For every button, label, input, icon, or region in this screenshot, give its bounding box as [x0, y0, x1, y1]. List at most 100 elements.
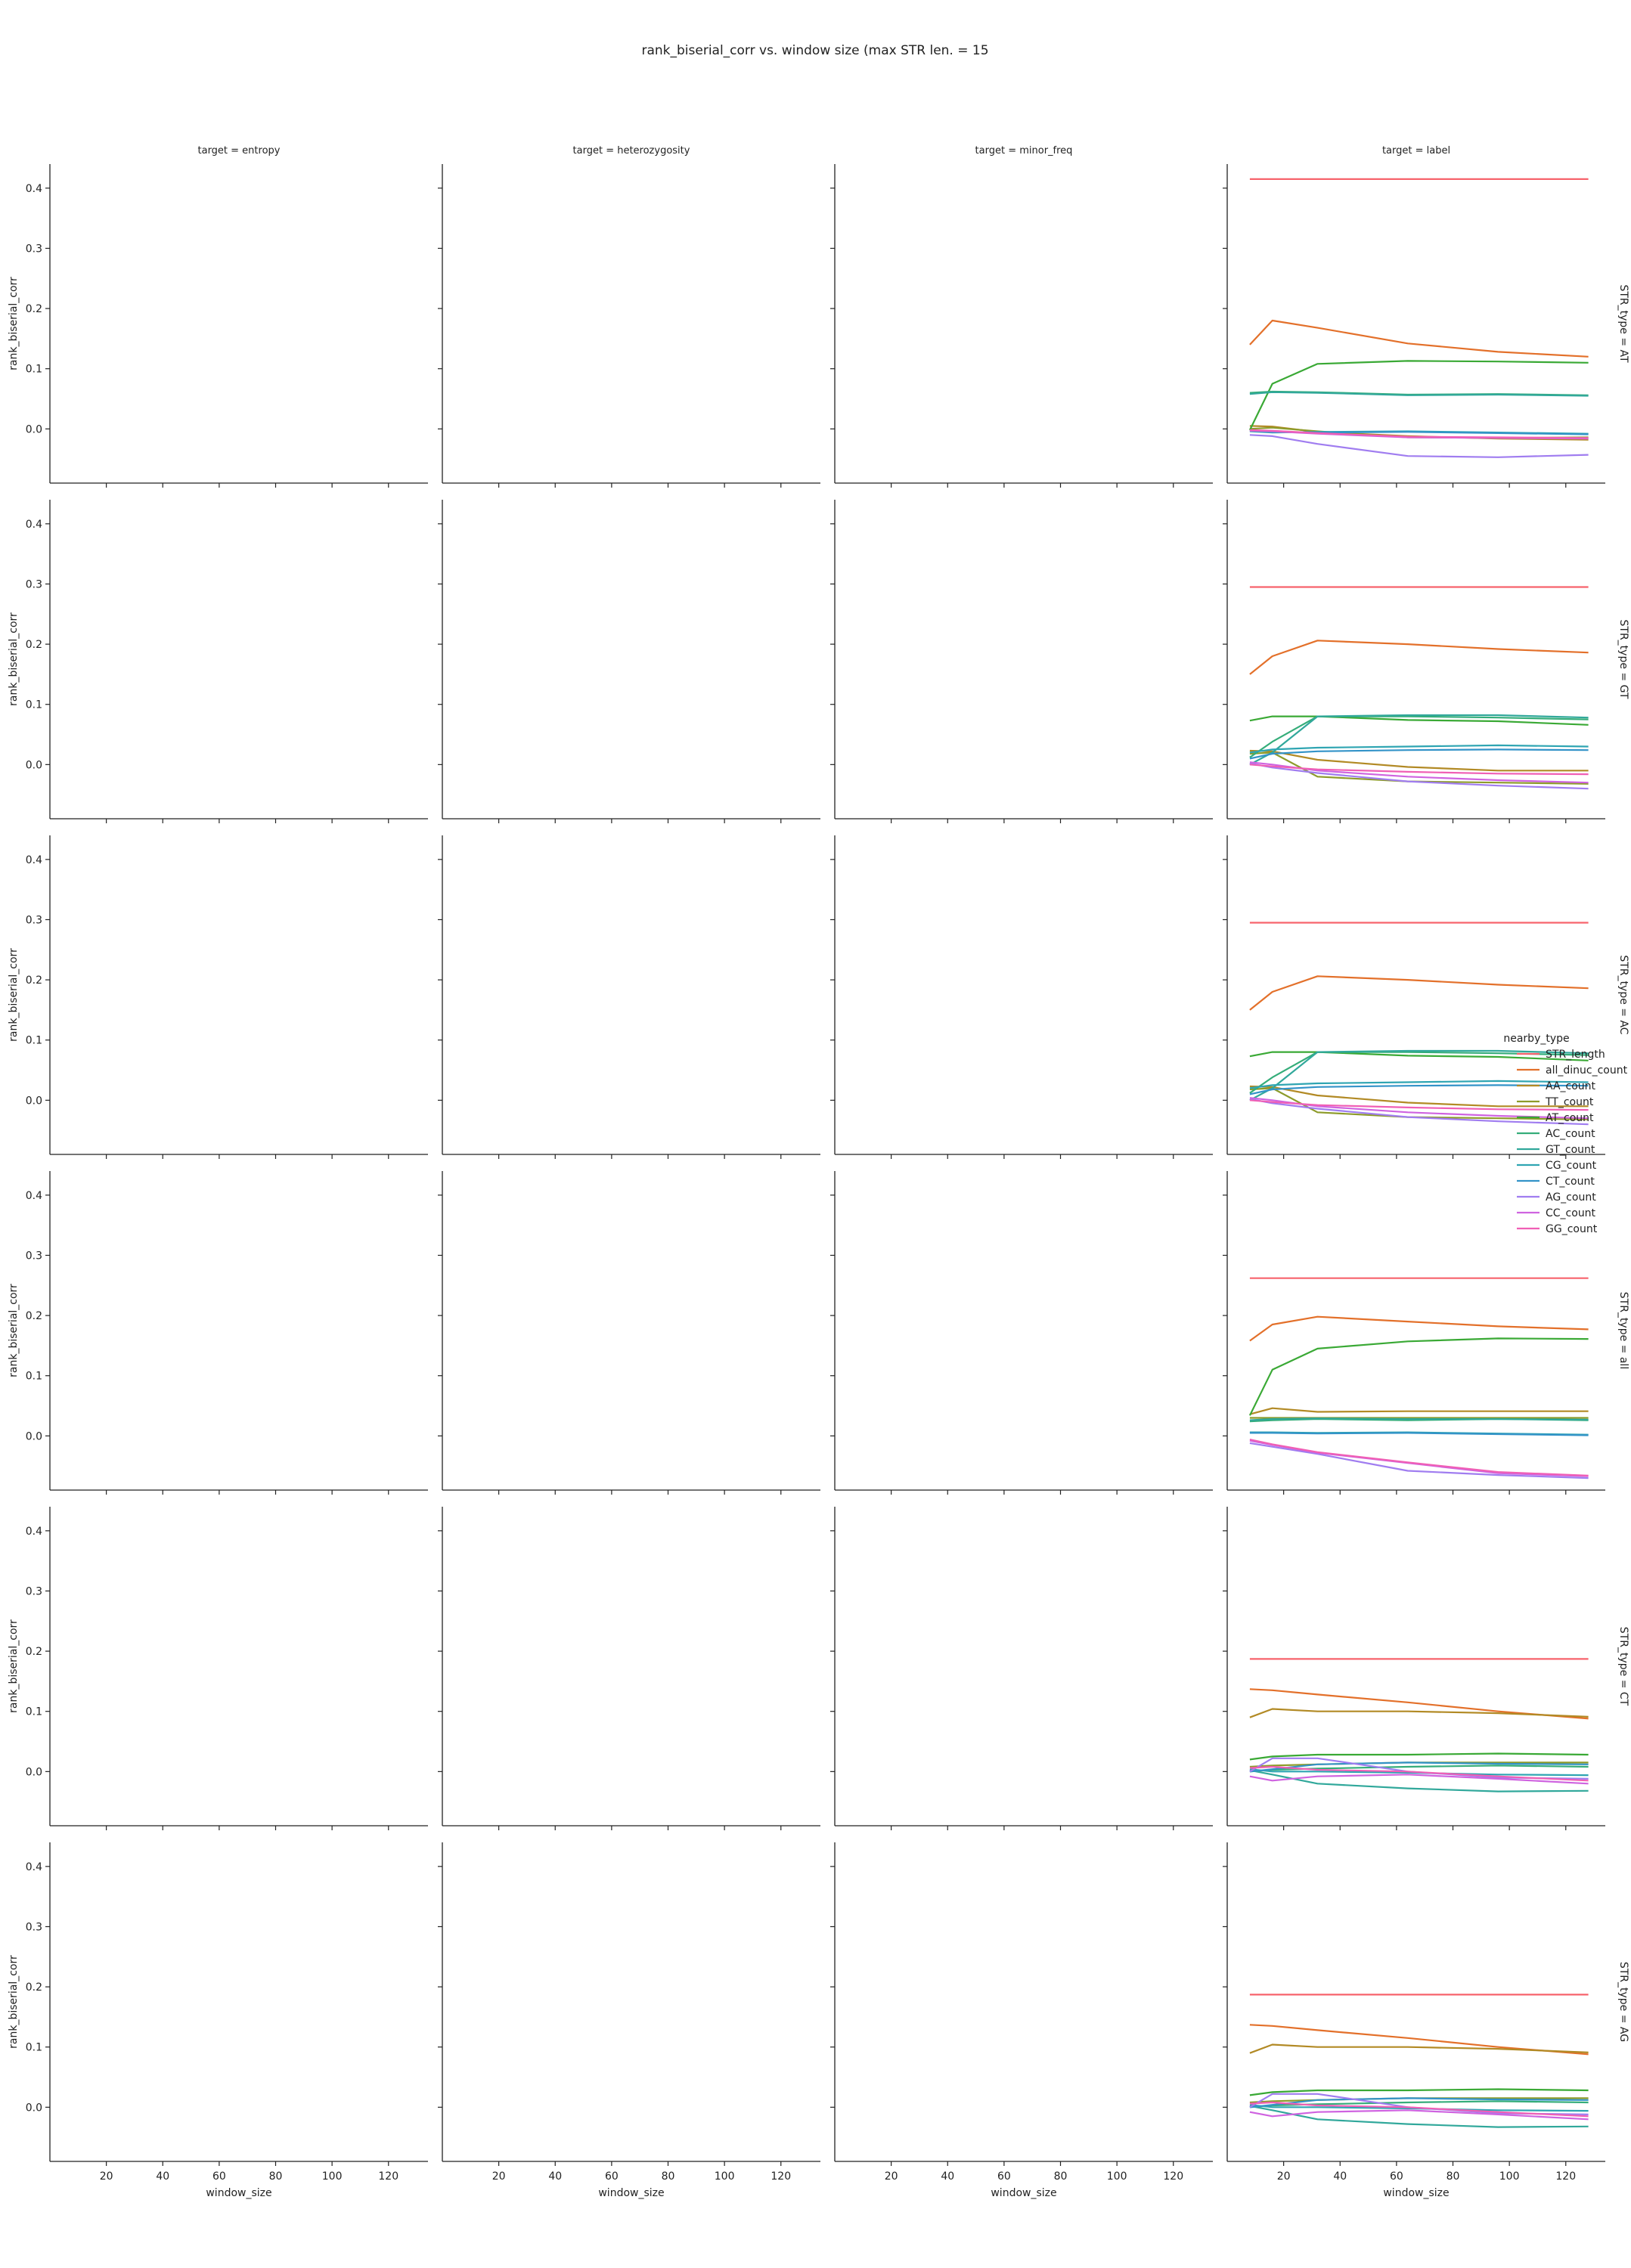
y-tick-label: 0.4: [26, 183, 42, 195]
series-line-at-count: [1249, 715, 1589, 726]
y-axis-label: rank_biserial_corr: [8, 948, 20, 1042]
y-tick-label: 0.1: [26, 699, 42, 711]
series-line-all-dinuc-count: [1249, 640, 1589, 675]
series-line-ct-count: [1249, 1084, 1589, 1095]
y-tick-label: 0.2: [26, 303, 42, 315]
facet-panel: 0.0 0.1 0.2 0.3 0.4 rank_biserial_corr: [8, 500, 428, 823]
x-axis-label: window_size: [991, 2187, 1056, 2199]
facet-panels: 0.0 0.1 0.2 0.3 0.4 target = entropy rank_bise…: [8, 145, 1629, 2199]
series-line-ct-count: [1249, 2097, 1589, 2108]
legend-entry-label: CT_count: [1546, 1176, 1595, 1188]
legend-entry-label: GG_count: [1546, 1223, 1598, 1235]
x-tick-label: 80: [1447, 2170, 1460, 2183]
y-tick-label: 0.0: [26, 1095, 42, 1107]
y-tick-label: 0.1: [26, 2042, 42, 2054]
x-tick-label: 60: [1390, 2170, 1403, 2183]
series-line-gg-count: [1249, 2101, 1589, 2118]
y-tick-label: 0.3: [26, 243, 42, 255]
x-tick-label: 60: [212, 2170, 226, 2183]
facet-panel: [438, 1507, 820, 1830]
series-line-gg-count: [1249, 1439, 1589, 1476]
row-title: STR_type = GT: [1617, 620, 1629, 699]
legend: nearby_type STR_length all_dinuc_count AA_c…: [1503, 1033, 1627, 1235]
facet-panel: STR_type = AC: [1223, 835, 1629, 1159]
series-line-ct-count: [1249, 748, 1589, 760]
legend-title: nearby_type: [1503, 1033, 1569, 1045]
x-tick-label: 120: [771, 2170, 791, 2183]
series-line-aa-count: [1249, 1407, 1589, 1415]
series-line-at-count: [1249, 1752, 1589, 1761]
facet-panel: [830, 1171, 1213, 1495]
column-title: target = label: [1382, 145, 1450, 156]
series-line-aa-count: [1249, 1085, 1589, 1108]
x-tick-label: 80: [1054, 2170, 1068, 2183]
series-line-gt-count: [1249, 391, 1589, 397]
y-axis-label: rank_biserial_corr: [8, 1284, 20, 1377]
legend-entry-label: AT_count: [1546, 1112, 1594, 1124]
row-title: STR_type = AT: [1617, 284, 1629, 363]
y-tick-label: 0.0: [26, 1430, 42, 1442]
series-line-tt-count: [1249, 751, 1589, 785]
series-line-ag-count: [1249, 434, 1589, 458]
row-title: STR_type = AC: [1617, 955, 1629, 1034]
series-line-all-dinuc-count: [1249, 319, 1589, 358]
facet-panel: 0.0 0.1 0.2 0.3 0.4 rank_biserial_corr: [8, 1507, 428, 1830]
legend-entry-label: AC_count: [1546, 1128, 1595, 1140]
series-line-cg-count: [1249, 2104, 1589, 2112]
x-axis-label: window_size: [206, 2187, 271, 2199]
y-tick-label: 0.4: [26, 519, 42, 531]
facet-panel: target = heterozygosity: [438, 145, 820, 488]
column-title: target = minor_freq: [975, 145, 1073, 156]
x-axis-label: window_size: [1383, 2187, 1449, 2199]
x-tick-label: 20: [100, 2170, 113, 2183]
x-tick-label: 120: [378, 2170, 398, 2183]
y-tick-label: 0.2: [26, 1981, 42, 1994]
series-line-ag-count: [1249, 1442, 1589, 1479]
chart-title: rank_biserial_corr vs. window size (max …: [641, 43, 988, 58]
facet-panel: [830, 500, 1213, 823]
x-tick-label: 100: [715, 2170, 735, 2183]
x-tick-label: 20: [492, 2170, 506, 2183]
facet-panel: 0.0 0.1 0.2 0.3 0.4 rank_biserial_corr: [8, 1171, 428, 1495]
facet-panel: STR_type = all: [1223, 1171, 1629, 1495]
facet-panel: STR_type = CT: [1223, 1507, 1629, 1830]
series-line-gg-count: [1249, 764, 1589, 776]
y-tick-label: 0.2: [26, 639, 42, 651]
x-tick-label: 100: [322, 2170, 343, 2183]
x-tick-label: 100: [1107, 2170, 1127, 2183]
legend-entry-label: AG_count: [1546, 1191, 1596, 1204]
y-tick-label: 0.3: [26, 1585, 42, 1597]
x-tick-label: 40: [156, 2170, 169, 2183]
series-line-gg-count: [1249, 1099, 1589, 1111]
x-tick-label: 120: [1163, 2170, 1183, 2183]
series-line-all-dinuc-count: [1249, 1688, 1589, 1720]
series-line-all-dinuc-count: [1249, 975, 1589, 1011]
y-tick-label: 0.2: [26, 974, 42, 987]
y-tick-label: 0.4: [26, 1190, 42, 1202]
series-line-cg-count: [1249, 1768, 1589, 1777]
series-line-cg-count: [1249, 1080, 1589, 1089]
x-axis-label: window_size: [598, 2187, 664, 2199]
y-tick-label: 0.3: [26, 1250, 42, 1262]
y-tick-label: 0.3: [26, 1921, 42, 1933]
legend-entry-label: all_dinuc_count: [1546, 1064, 1628, 1077]
legend-entry-label: AA_count: [1546, 1080, 1596, 1092]
x-tick-label: 60: [997, 2170, 1011, 2183]
y-tick-label: 0.3: [26, 914, 42, 926]
series-line-aa-count: [1249, 2043, 1589, 2054]
column-title: target = entropy: [198, 145, 281, 156]
facet-panel: [830, 835, 1213, 1159]
y-axis-label: rank_biserial_corr: [8, 277, 20, 370]
y-tick-label: 0.2: [26, 1646, 42, 1658]
x-tick-label: 80: [662, 2170, 675, 2183]
facet-panel: 20 40 60 80 100 120 window_size STR_type = AG: [1223, 1842, 1629, 2199]
facet-panel: 0.0 0.1 0.2 0.3 0.4 20 40 60 80 100 120 window_size…: [8, 1842, 428, 2199]
y-axis-label: rank_biserial_corr: [8, 612, 20, 706]
series-line-at-count: [1248, 1337, 1589, 1416]
series-line-ct-count: [1249, 1432, 1589, 1436]
y-tick-label: 0.0: [26, 759, 42, 771]
facet-panel: target = minor_freq: [830, 145, 1213, 488]
facet-panel: target = label STR_type = AT: [1223, 145, 1629, 488]
